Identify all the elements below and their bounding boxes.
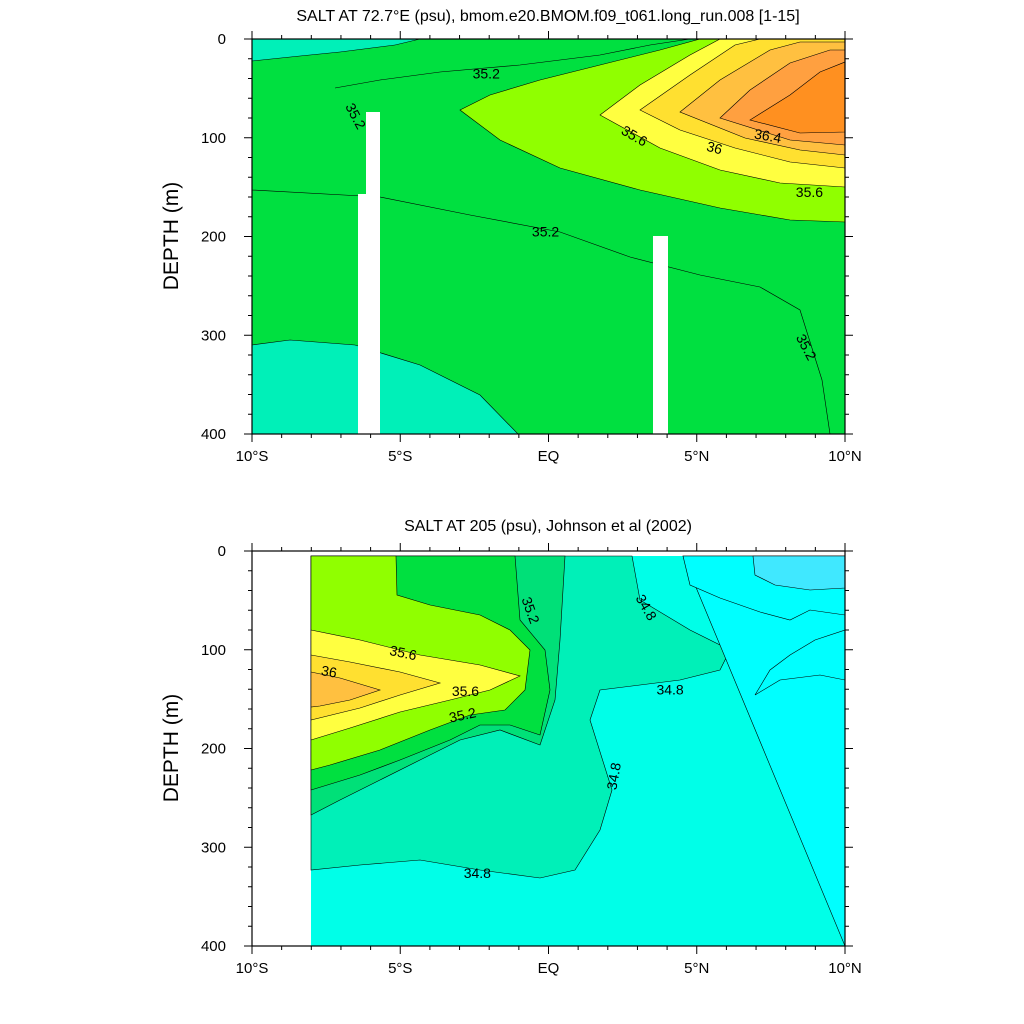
x-tick-label: 5°S [388, 960, 412, 977]
contour-label: 35.6 [452, 683, 479, 699]
y-tick-label: 400 [201, 938, 226, 955]
y-tick-label: 300 [201, 327, 226, 344]
contour-label: 35.6 [796, 184, 823, 200]
x-tick-label: EQ [538, 448, 560, 465]
model-salinity-panel: SALT AT 72.7°E (psu), bmom.e20.BMOM.f09_… [160, 8, 862, 465]
y-tick-label: 400 [201, 426, 226, 443]
y-tick-label: 100 [201, 642, 226, 659]
x-tick-label: 5°N [684, 960, 709, 977]
contour-label-text: 34.8 [656, 681, 683, 697]
band-surface-fresh [252, 39, 421, 62]
y-axis-label: DEPTH (m) [160, 694, 183, 803]
contour-label-text: 35.6 [388, 642, 418, 663]
contour-label: 35.2 [448, 704, 478, 725]
axes: 10°S 5°S EQ 5°N 10°N 0 100 200 300 400 [201, 31, 862, 465]
band-gt-36-4 [749, 61, 845, 134]
contour-label-text: 35.2 [473, 66, 500, 82]
x-tick-label: 10°S [236, 960, 269, 977]
y-tick-label: 200 [201, 741, 226, 758]
contour-fill [252, 551, 845, 946]
contour-label: 36 [705, 138, 724, 158]
x-tick-label: 10°S [236, 448, 269, 465]
contour-label-text: 36.4 [753, 126, 783, 147]
band-fresh-east-lens [754, 629, 845, 696]
contour-label: 36.4 [753, 126, 783, 147]
chart-title: SALT AT 72.7°E (psu), bmom.e20.BMOM.f09_… [296, 8, 799, 25]
contour-label-text: 34.8 [603, 761, 624, 791]
x-tick-label: 5°N [684, 448, 709, 465]
contour-label-text: 35.6 [796, 184, 823, 200]
contour-label: 35.2 [532, 224, 559, 240]
y-axis-label: DEPTH (m) [160, 182, 183, 291]
contour-label-text: 35.6 [452, 683, 479, 699]
band-deep-fresh [252, 339, 519, 434]
x-tick-label: 5°S [388, 448, 412, 465]
missing-data-bar [366, 112, 380, 434]
contour-fill [252, 39, 845, 434]
contour-label-text: 36 [320, 662, 338, 680]
band-lt-34-4 [752, 555, 845, 591]
contour-line-35-2-upper [334, 39, 691, 89]
axes: 10°S 5°S EQ 5°N 10°N 0 100 200 300 400 [201, 543, 862, 977]
observed-salinity-panel: SALT AT 205 (psu), Johnson et al (2002) [160, 518, 862, 977]
contour-label: 36 [320, 662, 338, 680]
band-gt-36-0 [310, 671, 381, 708]
band-35-8-to-36-0 [310, 654, 442, 721]
contour-label-text: 36 [705, 138, 724, 158]
contour-label-text: 35.2 [448, 704, 478, 725]
contour-label-text: 35.2 [532, 224, 559, 240]
contour-label: 34.8 [656, 681, 683, 697]
x-tick-label: 10°N [828, 960, 862, 977]
contour-label-text: 34.8 [464, 865, 491, 881]
contour-label: 35.2 [473, 66, 500, 82]
contour-label: 34.8 [603, 761, 624, 791]
y-tick-label: 0 [218, 31, 226, 48]
contour-label: 35.6 [388, 642, 418, 663]
y-tick-label: 100 [201, 130, 226, 147]
missing-data-bar [653, 236, 668, 434]
x-tick-label: EQ [538, 960, 560, 977]
contour-label: 34.8 [464, 865, 491, 881]
y-tick-label: 0 [218, 543, 226, 560]
chart-title: SALT AT 205 (psu), Johnson et al (2002) [404, 518, 692, 535]
y-tick-label: 200 [201, 229, 226, 246]
y-tick-label: 300 [201, 839, 226, 856]
x-tick-label: 10°N [828, 448, 862, 465]
